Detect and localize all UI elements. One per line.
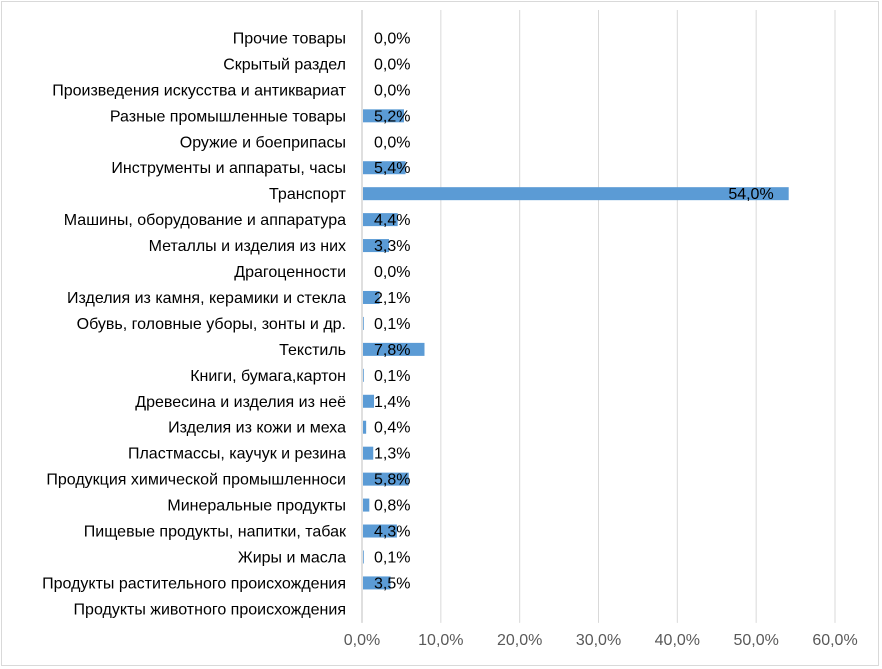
bar xyxy=(363,316,364,330)
bar xyxy=(363,576,391,590)
bar xyxy=(363,161,406,175)
category-label: Драгоценности xyxy=(234,264,346,281)
data-label: 4,3% xyxy=(374,524,410,541)
data-label: 0,0% xyxy=(374,82,410,99)
data-label: 1,3% xyxy=(374,446,410,463)
bar xyxy=(363,446,374,460)
data-label: 0,8% xyxy=(374,498,410,515)
bar xyxy=(363,368,364,382)
data-labels: 0,0% 0,0% 0,0% 5,2% 0,0% 5,4% 54,0% 4,4% 3,3% 0,0… xyxy=(374,30,774,592)
data-label: 0,0% xyxy=(374,56,410,73)
category-label: Продукты растительного происхождения xyxy=(42,575,346,592)
bar xyxy=(363,550,364,564)
data-label: 4,4% xyxy=(374,212,410,229)
data-label: 7,8% xyxy=(374,342,410,359)
category-label: Оружие и боеприпасы xyxy=(180,134,346,151)
category-label: Прочие товары xyxy=(233,30,346,47)
data-label: 0,1% xyxy=(374,316,410,333)
x-tick-label: 50,0% xyxy=(733,632,778,649)
category-label: Инструменты и аппараты, часы xyxy=(111,160,346,177)
bar xyxy=(363,109,404,123)
data-label: 5,8% xyxy=(374,472,410,489)
x-tick-labels: 0,0% 10,0% 20,0% 30,0% 40,0% 50,0% 60,0% xyxy=(344,632,858,649)
bar xyxy=(363,342,425,356)
category-label: Изделия из кожи и меха xyxy=(168,420,346,437)
bar xyxy=(363,290,380,304)
x-tick-label: 40,0% xyxy=(655,632,700,649)
data-label: 0,4% xyxy=(374,420,410,437)
bar xyxy=(363,524,397,538)
category-label: Обувь, головные уборы, зонты и др. xyxy=(77,316,346,333)
category-label: Транспорт xyxy=(269,186,347,203)
category-label: Продукты животного происхождения xyxy=(74,601,346,618)
bar xyxy=(363,394,375,408)
data-label: 0,0% xyxy=(374,30,410,47)
data-label: 0,1% xyxy=(374,549,410,566)
category-label: Скрытый раздел xyxy=(223,56,346,73)
category-label: Минеральные продукты xyxy=(167,498,346,515)
category-label: Пластмассы, каучук и резина xyxy=(128,446,346,463)
data-label: 5,2% xyxy=(374,108,410,125)
category-label: Продукция химической промышленноси xyxy=(46,472,346,489)
x-tick-label: 0,0% xyxy=(344,632,380,649)
x-tick-label: 60,0% xyxy=(812,632,857,649)
category-label: Машины, оборудование и аппаратура xyxy=(64,212,346,229)
category-label: Металлы и изделия из них xyxy=(149,238,346,255)
bar xyxy=(363,498,370,512)
category-labels: Прочие товары Скрытый раздел Произведения … xyxy=(42,30,347,618)
bar xyxy=(363,213,398,227)
data-label: 54,0% xyxy=(728,186,773,203)
category-label: Разные промышленные товары xyxy=(110,108,346,125)
category-label: Жиры и масла xyxy=(238,549,346,566)
category-label: Текстиль xyxy=(279,342,346,359)
data-label: 1,4% xyxy=(374,394,410,411)
gridlines xyxy=(361,10,836,623)
category-label: Пищевые продукты, напитки, табак xyxy=(84,524,347,541)
data-label: 5,4% xyxy=(374,160,410,177)
data-label: 3,5% xyxy=(374,575,410,592)
x-tick-label: 10,0% xyxy=(418,632,463,649)
category-label: Книги, бумага,картон xyxy=(190,368,346,385)
bar xyxy=(363,420,367,434)
bar xyxy=(363,472,409,486)
data-label: 0,0% xyxy=(374,134,410,151)
data-label: 0,0% xyxy=(374,264,410,281)
x-tick-label: 20,0% xyxy=(497,632,542,649)
data-label: 3,3% xyxy=(374,238,410,255)
data-label: 2,1% xyxy=(374,290,410,307)
bar xyxy=(363,239,390,253)
bars xyxy=(363,109,789,590)
category-label: Изделия из камня, керамики и стекла xyxy=(67,290,346,307)
category-label: Древесина и изделия из неё xyxy=(135,394,346,411)
bar xyxy=(363,187,789,201)
category-label: Произведения искусства и антиквариат xyxy=(52,82,346,99)
data-label: 0,1% xyxy=(374,368,410,385)
x-tick-label: 30,0% xyxy=(576,632,621,649)
